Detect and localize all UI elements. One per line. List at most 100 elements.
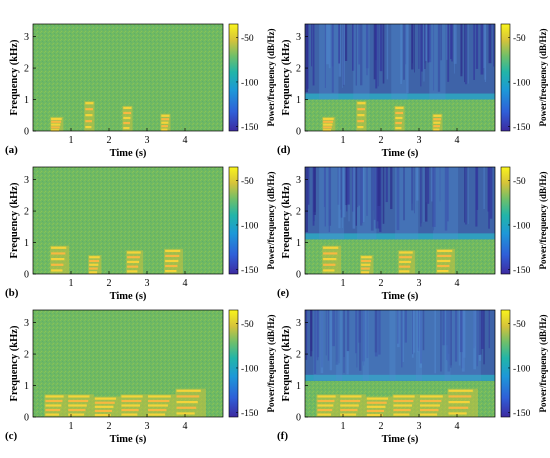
noise-streak	[483, 24, 485, 69]
harmonic-band	[357, 102, 366, 105]
colorbar-label: Power/frequency (dB/Hz)	[266, 314, 276, 412]
noise-streak	[321, 310, 323, 368]
noise-streak	[453, 24, 457, 64]
colorbar	[228, 309, 239, 418]
mask-transition	[305, 233, 495, 240]
noise-streak	[310, 310, 313, 357]
noise-streak	[478, 310, 481, 356]
harmonic-band	[127, 270, 138, 273]
noise-streak	[440, 310, 442, 372]
noise-streak	[305, 310, 308, 360]
event-column	[433, 167, 459, 240]
harmonic-band	[448, 401, 470, 404]
noise-streak	[473, 24, 475, 80]
noise-streak	[346, 167, 350, 205]
noise-streak	[340, 167, 342, 210]
noise-streak	[488, 24, 492, 64]
harmonic-band	[395, 121, 402, 125]
harmonic-band	[123, 106, 132, 110]
harmonic-band	[51, 120, 62, 123]
harmonic-band	[399, 260, 412, 264]
noise-streak	[344, 167, 348, 206]
harmonic-band	[357, 108, 365, 111]
colorbar-tick-label: -100	[513, 364, 531, 374]
x-axis-label: Time (s)	[110, 291, 147, 302]
noise-streak	[465, 167, 467, 225]
panel-label: (d)	[277, 144, 291, 156]
noise-streak	[489, 167, 493, 219]
y-axis-label: Frequency (kHz)	[281, 182, 292, 258]
y-tick-label: 2	[24, 350, 29, 361]
noise-streak	[412, 310, 413, 355]
noise-streak	[412, 310, 416, 353]
harmonic-band	[176, 389, 201, 392]
energy-event	[398, 250, 416, 274]
noise-streak	[324, 24, 326, 88]
noise-streak	[366, 24, 368, 76]
noise-streak	[372, 167, 375, 211]
event-column	[429, 24, 446, 100]
energy-event	[447, 388, 478, 417]
harmonic-band	[165, 269, 177, 273]
harmonic-band	[89, 259, 100, 263]
mask-transition	[305, 93, 495, 100]
x-axis-label: Time (s)	[110, 434, 147, 445]
noise-streak	[342, 167, 346, 218]
noise-streak	[374, 310, 378, 353]
y-tick-label: 3	[24, 32, 29, 43]
axes-frame	[304, 309, 496, 418]
mask-transition	[305, 374, 495, 381]
noise-streak	[375, 24, 378, 89]
noise-streak	[400, 24, 403, 84]
harmonic-band	[448, 395, 472, 398]
energy-event	[93, 396, 121, 417]
event-column	[391, 24, 408, 100]
y-tick-label: 1	[24, 238, 29, 249]
noise-streak	[416, 167, 419, 201]
x-axis-label: Time (s)	[110, 148, 147, 159]
noise-streak	[360, 167, 363, 224]
noise-streak	[325, 310, 327, 356]
noise-streak	[464, 24, 466, 83]
x-tick-label: 1	[69, 135, 74, 146]
noise-streak	[493, 24, 495, 67]
harmonic-band	[361, 263, 371, 266]
noise-streak	[420, 310, 422, 364]
noise-streak	[411, 167, 414, 211]
noise-streak	[487, 167, 490, 212]
x-tick-label: 1	[69, 278, 74, 289]
noise-streak	[488, 310, 490, 349]
harmonic-band	[399, 251, 413, 254]
noise-streak	[431, 167, 433, 202]
harmonic-band	[51, 252, 66, 255]
harmonic-band	[165, 254, 180, 258]
energy-event	[160, 113, 171, 131]
spectrogram-panel: 0 1 2 3 1 2 3 4 Time (s) Frequency (kHz) (b) -50 -10…	[5, 166, 276, 302]
harmonic-band	[165, 249, 181, 253]
noise-streak	[396, 167, 400, 231]
harmonic-band	[68, 395, 90, 398]
noise-streak	[483, 310, 485, 365]
harmonic-band	[437, 269, 449, 273]
noise-streak	[358, 24, 361, 65]
harmonic-band	[123, 126, 130, 130]
x-axis-label: Time (s)	[382, 434, 419, 445]
harmonic-band	[148, 399, 170, 403]
noise-streak	[360, 24, 363, 86]
noise-streak	[424, 24, 426, 70]
noise-streak	[432, 167, 435, 227]
noise-streak	[439, 167, 441, 202]
harmonic-band	[89, 267, 98, 270]
harmonic-band	[323, 258, 337, 261]
harmonic-band	[317, 395, 336, 398]
harmonic-band	[121, 408, 139, 412]
x-axis-label: Time (s)	[382, 291, 419, 302]
harmonic-band	[51, 129, 60, 132]
noise-streak	[362, 167, 365, 223]
harmonic-band	[420, 399, 442, 403]
noise-streak	[352, 167, 356, 229]
noise-streak	[355, 24, 357, 86]
x-tick-label: 1	[69, 421, 74, 432]
x-tick-label: 4	[455, 135, 460, 146]
x-tick-label: 1	[341, 135, 346, 146]
